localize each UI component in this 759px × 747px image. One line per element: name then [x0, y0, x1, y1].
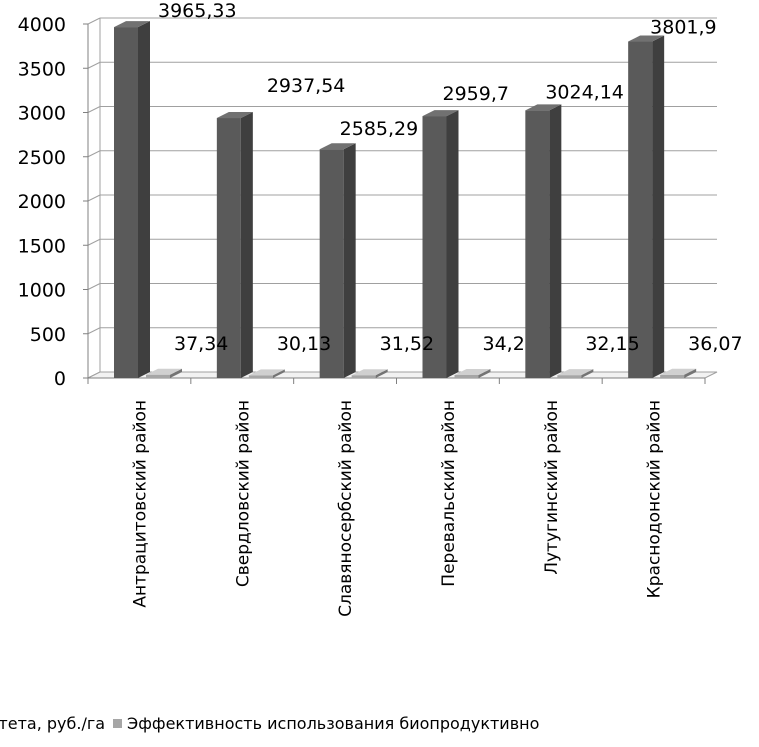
bar-series-1 [422, 110, 459, 378]
gridline-side [87, 61, 101, 69]
bar-front [146, 374, 170, 378]
y-tick-label: 500 [30, 324, 66, 346]
data-label-series-2: 36,07 [688, 333, 742, 355]
legend-swatch-series-2 [113, 719, 123, 728]
gridlines [87, 17, 717, 379]
bar-front [660, 374, 685, 378]
bar-series-2 [454, 368, 491, 378]
bar-top [454, 368, 491, 375]
y-tick-label: 0 [54, 368, 66, 390]
bar-top [146, 368, 182, 375]
category-labels: Антрацитовский район Свердловский район Сл… [130, 400, 664, 617]
bar-front [319, 149, 344, 378]
bar-series-2 [660, 368, 697, 378]
data-label-series-1: 2585,29 [340, 118, 419, 140]
data-label-series-1: 2959,7 [443, 83, 509, 105]
y-tick-label: 3500 [18, 58, 66, 80]
bar-top [628, 35, 665, 42]
bar-side [343, 143, 356, 378]
gridline-side [87, 17, 101, 25]
legend: итета, руб./га Эффективность использован… [0, 714, 759, 736]
bar-front [628, 41, 653, 378]
bar-top [660, 368, 697, 375]
category-label: Антрацитовский район [130, 400, 150, 608]
bar-side [652, 35, 665, 378]
bar-front [114, 27, 138, 378]
y-tick-label: 2000 [18, 191, 66, 213]
data-labels: 3965,33 37,34 2937,54 30,13 2585,29 31,52 2959… [158, 0, 743, 355]
bar-top [525, 104, 562, 111]
data-label-series-1: 3801,9 [650, 17, 716, 39]
bar-series-1 [216, 112, 253, 378]
category-label: Краснодонский район [645, 400, 665, 598]
bar-series-2 [146, 368, 182, 378]
data-label-series-2: 32,15 [585, 333, 639, 355]
gridline-side [87, 283, 101, 290]
bar-side [446, 110, 459, 378]
bar-front [454, 374, 479, 378]
legend-label-series-2: Эффективность использования биопродуктив… [127, 714, 540, 733]
y-tick-label: 2500 [18, 147, 66, 169]
bar-series-1 [114, 21, 150, 378]
bar-series-1 [319, 143, 356, 378]
tick-labels: 0 500 1000 1500 2000 2500 3000 3500 4000 [18, 14, 66, 390]
bar-side [478, 368, 491, 378]
bar-top [216, 112, 253, 119]
bar-side [272, 369, 285, 378]
bar-side [138, 21, 150, 378]
bar-series-2 [557, 369, 594, 378]
data-label-series-1: 3024,14 [545, 81, 624, 103]
data-label-series-2: 37,34 [174, 333, 228, 355]
data-label-series-1: 3965,33 [158, 0, 237, 22]
bar-top [248, 369, 285, 376]
legend-label-series-1: итета, руб./га [0, 714, 106, 733]
category-label: Перевальский район [439, 400, 459, 587]
bar-series-1 [628, 35, 665, 378]
bar-side [581, 369, 594, 378]
bar-side [170, 368, 182, 378]
bars [114, 21, 697, 378]
gridline-side [87, 238, 101, 246]
category-label: Славяносербский район [336, 400, 356, 617]
gridline-side [87, 194, 101, 202]
bar-front [248, 375, 273, 378]
data-label-series-2: 31,52 [380, 333, 434, 355]
bar-front [351, 375, 376, 378]
y-tick-label: 3000 [18, 103, 66, 125]
y-tick-label: 1500 [18, 235, 66, 257]
bar-side [684, 368, 697, 378]
bar-top [351, 369, 388, 376]
bar-series-1 [525, 104, 562, 378]
bar-series-2 [351, 369, 388, 378]
bar-front [216, 118, 241, 378]
data-label-series-2: 30,13 [277, 333, 331, 355]
category-label: Лутугинский район [542, 400, 562, 575]
bar-front [557, 375, 582, 378]
bar-front [422, 116, 447, 378]
floor [87, 371, 718, 379]
legend-items: итета, руб./га Эффективность использован… [0, 714, 539, 733]
data-label-series-2: 34,2 [483, 333, 525, 355]
axes [83, 18, 718, 384]
bar-top [557, 369, 594, 376]
gridline-side [87, 327, 101, 335]
gridline-side [87, 106, 101, 113]
bar-side [240, 112, 253, 378]
category-label: Свердловский район [233, 400, 253, 587]
legend-item-series-1: итета, руб./га [0, 714, 105, 733]
bar-front [525, 110, 550, 378]
bar-side [375, 369, 388, 378]
legend-item-series-2: Эффективность использования биопродуктив… [105, 714, 539, 733]
bar-series-2 [248, 369, 285, 378]
bar-top [422, 110, 459, 117]
bar-top [319, 143, 356, 150]
data-label-series-1: 2937,54 [267, 75, 346, 97]
gridline-side [87, 150, 101, 158]
y-tick-label: 4000 [18, 14, 66, 36]
bar-top [114, 21, 150, 28]
y-tick-label: 1000 [18, 280, 66, 302]
bar-side [549, 104, 562, 378]
